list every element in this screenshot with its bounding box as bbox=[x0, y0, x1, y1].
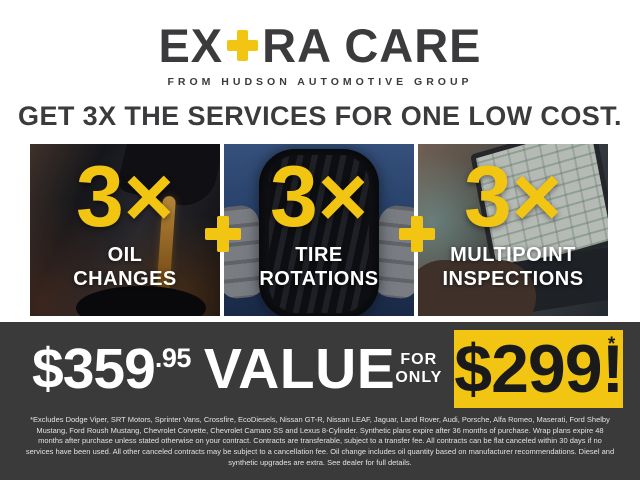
value-cents: .95 bbox=[154, 343, 192, 373]
logo-wordmark: EX RA CARE bbox=[0, 22, 640, 69]
inspection-label-line2: INSPECTIONS bbox=[442, 268, 584, 291]
offer-headline: GET 3X THE SERVICES FOR ONE LOW COST. bbox=[18, 101, 622, 131]
tire-label: TIRE ROTATIONS bbox=[259, 243, 378, 292]
service-panels-row: 3× OIL CHANGES 3× TIRE ROTATIONS bbox=[30, 144, 608, 316]
tire-label-line2: ROTATIONS bbox=[259, 268, 379, 291]
price-row: $359 .95 VALUE FOR ONLY $299! * bbox=[0, 322, 640, 408]
laptop-inspection-photo bbox=[418, 144, 608, 316]
panel-multipoint-inspections: 3× MULTIPOINT INSPECTIONS bbox=[418, 144, 608, 316]
sale-price: $299! bbox=[454, 331, 624, 407]
tire-label-line1: TIRE bbox=[295, 244, 343, 266]
tire-multiplier: 3× bbox=[269, 149, 369, 245]
panel-tire-text: 3× TIRE ROTATIONS bbox=[224, 144, 414, 316]
oil-label-line1: OIL bbox=[107, 244, 143, 266]
logo-text-ra-care: RA CARE bbox=[262, 19, 482, 72]
disclaimer-text: *Excludes Dodge Viper, SRT Motors, Sprin… bbox=[25, 414, 615, 468]
for-only-line1: FOR bbox=[400, 350, 438, 368]
for-only-line2: ONLY bbox=[395, 369, 443, 386]
inspection-label: MULTIPOINT INSPECTIONS bbox=[442, 243, 583, 292]
sale-price-asterisk: * bbox=[607, 334, 616, 355]
inspection-label-line1: MULTIPOINT bbox=[450, 244, 576, 266]
oil-multiplier: 3× bbox=[75, 149, 175, 245]
oil-label: OIL CHANGES bbox=[73, 243, 177, 292]
logo-plus-icon bbox=[227, 30, 259, 61]
price-band: $359 .95 VALUE FOR ONLY $299! * *Exclude… bbox=[0, 322, 640, 480]
value-dollars: $359 bbox=[32, 337, 156, 401]
value-label: VALUE bbox=[203, 337, 396, 401]
panel-oil-text: 3× OIL CHANGES bbox=[30, 144, 220, 316]
logo-text-ex: EX bbox=[158, 19, 224, 72]
oil-pour-photo bbox=[30, 144, 220, 316]
panel-inspection-text: 3× MULTIPOINT INSPECTIONS bbox=[418, 144, 608, 316]
plus-separator-icon bbox=[205, 216, 242, 252]
panel-oil-changes: 3× OIL CHANGES bbox=[30, 144, 220, 316]
tire-photo bbox=[224, 144, 414, 316]
for-only-label: FOR ONLY bbox=[395, 351, 442, 388]
sale-price-box: $299! * bbox=[454, 330, 624, 408]
oil-label-line2: CHANGES bbox=[73, 268, 177, 291]
brand-logo: EX RA CARE FROM HUDSON AUTOMOTIVE GROUP bbox=[0, 22, 640, 88]
brand-tagline: FROM HUDSON AUTOMOTIVE GROUP bbox=[167, 76, 473, 88]
value-price: $359 .95 VALUE bbox=[32, 331, 395, 407]
plus-separator-icon bbox=[398, 216, 435, 252]
panel-tire-rotations: 3× TIRE ROTATIONS bbox=[224, 144, 414, 316]
inspection-multiplier: 3× bbox=[463, 149, 563, 245]
